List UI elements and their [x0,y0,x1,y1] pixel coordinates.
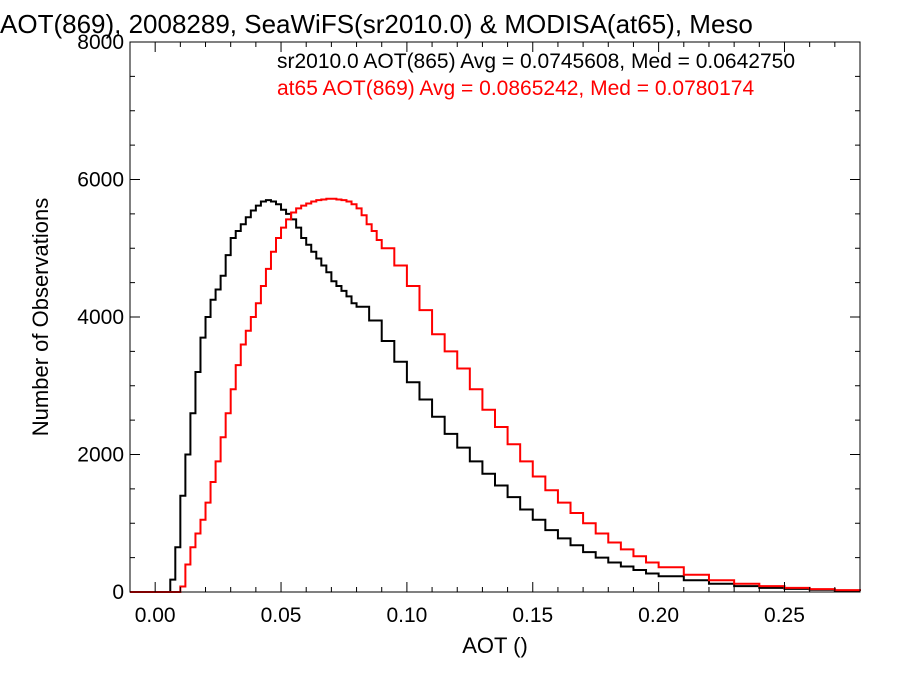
plot-frame [129,41,861,593]
x-tick-label: 0.00 [135,604,176,627]
x-tick-label: 0.15 [512,604,553,627]
y-tick-label: 4000 [77,306,124,329]
x-tick-label: 0.10 [386,604,427,627]
y-tick-label: 6000 [77,169,124,192]
series-layer [130,197,861,593]
y-tick-label: 8000 [77,31,124,54]
chart-title: AOT(869), 2008289, SeaWiFS(sr2010.0) & M… [0,9,753,39]
x-tick-label: 0.25 [764,604,805,627]
axis-layer: 0.00 0.05 0.10 0.15 0.20 0.25 0 2000 4000 6000 800… [77,31,861,627]
series-line-1 [130,197,861,593]
x-tick-label: 0.20 [638,604,679,627]
y-tick-label: 2000 [77,444,124,467]
stats-annotation-black: sr2010.0 AOT(865) Avg = 0.0745608, Med =… [277,50,795,73]
x-tick-label: 0.05 [261,604,302,627]
y-tick-label: 0 [112,581,124,604]
x-axis-label: AOT () [462,633,528,658]
stats-annotation-red: at65 AOT(869) Avg = 0.0865242, Med = 0.0… [277,77,754,100]
y-axis-label: Number of Observations [28,198,53,436]
series-line-0 [130,199,861,593]
